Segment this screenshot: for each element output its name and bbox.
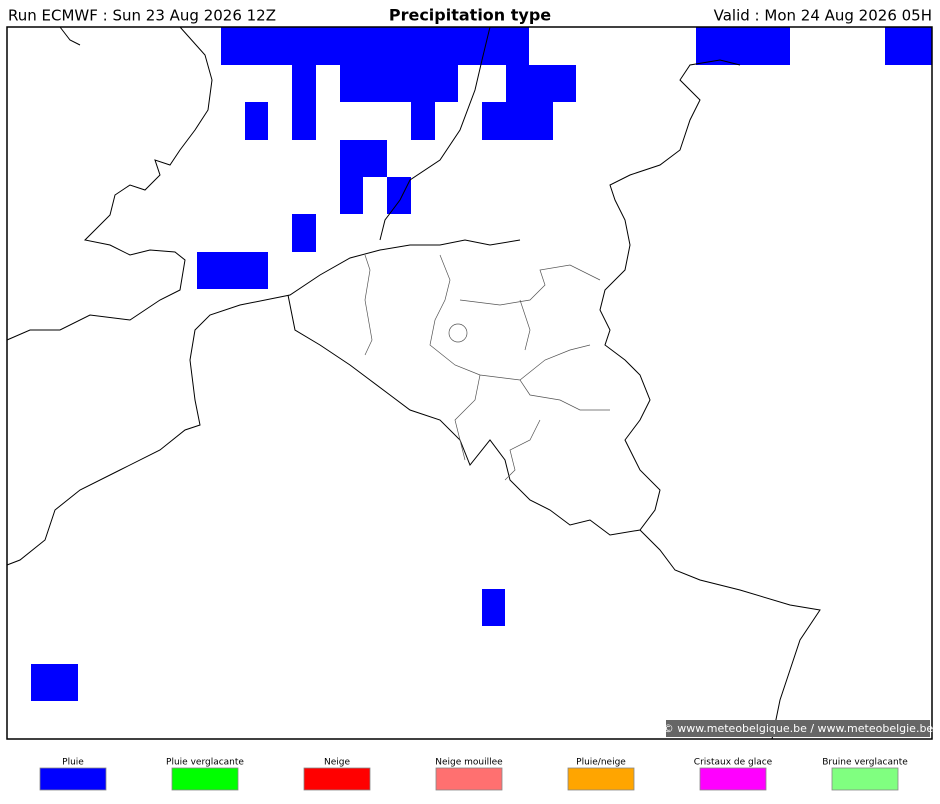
legend-label: Bruine verglacante: [822, 758, 908, 768]
run-label: Run ECMWF : Sun 23 Aug 2026 12Z: [8, 7, 276, 25]
title: Precipitation type: [389, 6, 551, 25]
legend-label: Cristaux de glace: [694, 758, 773, 768]
valid-label: Valid : Mon 24 Aug 2026 05H: [714, 7, 932, 25]
legend-swatch: [567, 767, 635, 791]
coastlines: [6, 26, 821, 740]
legend-swatch: [831, 767, 899, 791]
legend-swatch: [699, 767, 767, 791]
legend-swatch: [435, 767, 503, 791]
legend-label: Neige mouillee: [435, 758, 503, 768]
legend-label: Neige: [324, 758, 350, 768]
legend-label: Pluie verglacante: [166, 758, 244, 768]
legend-label: Pluie: [62, 758, 84, 768]
map: © www.meteobelgique.be / www.meteobelgie…: [6, 26, 934, 740]
precip-cells: [31, 27, 932, 701]
province-borders: [364, 254, 610, 481]
legend-label: Pluie/neige: [576, 758, 626, 768]
legend-swatch: [171, 767, 239, 791]
legend-swatch: [303, 767, 371, 791]
legend: Pluie Pluie verglacante Neige Neige mouille…: [39, 758, 908, 791]
legend-swatch: [39, 767, 107, 791]
credit: © www.meteobelgique.be / www.meteobelgie…: [663, 722, 934, 735]
